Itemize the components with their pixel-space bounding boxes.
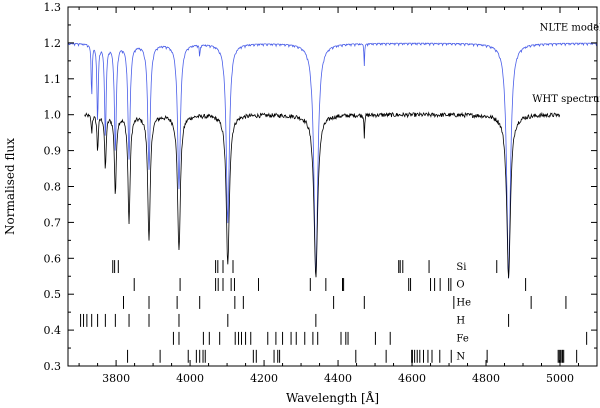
x-tick-label: 4600 <box>398 372 426 385</box>
text-layer: NLTE model WHT spectrum Si O He H Fe N 3800 4000 4… <box>3 1 600 405</box>
series-layer <box>67 42 598 279</box>
y-tick-label: 1.0 <box>44 109 62 122</box>
x-tick-label: 4200 <box>250 372 278 385</box>
series-label-observed: WHT spectrum <box>532 94 600 105</box>
y-tick-label: 0.3 <box>44 360 62 373</box>
y-tick-label: 0.8 <box>44 181 62 194</box>
x-axis-title: Wavelength [Å] <box>286 390 379 405</box>
x-tick-label: 4800 <box>472 372 500 385</box>
y-tick-label: 0.4 <box>44 324 62 337</box>
element-label-h: H <box>456 316 465 327</box>
axes-layer <box>67 6 598 367</box>
y-tick-label: 0.7 <box>44 216 62 229</box>
element-label-o: O <box>456 280 464 291</box>
series-label-model: NLTE model <box>540 22 600 33</box>
element-label-fe: Fe <box>456 334 468 345</box>
y-tick-label: 0.6 <box>44 252 62 265</box>
y-axis-title: Normalised flux <box>3 138 17 235</box>
y-tick-label: 1.3 <box>44 1 62 14</box>
y-tick-label: 0.9 <box>44 145 62 158</box>
element-label-si: Si <box>456 262 466 273</box>
element-label-n: N <box>456 352 465 363</box>
y-tick-label: 1.1 <box>44 73 62 86</box>
element-label-he: He <box>456 298 471 309</box>
series-line-observed <box>84 111 561 279</box>
x-tick-label: 4400 <box>324 372 352 385</box>
x-tick-label: 5000 <box>546 372 574 385</box>
line-list-layer <box>80 260 588 363</box>
x-tick-label: 3800 <box>102 372 130 385</box>
y-tick-label: 1.2 <box>44 37 62 50</box>
x-tick-label: 4000 <box>176 372 204 385</box>
y-tick-label: 0.5 <box>44 288 62 301</box>
